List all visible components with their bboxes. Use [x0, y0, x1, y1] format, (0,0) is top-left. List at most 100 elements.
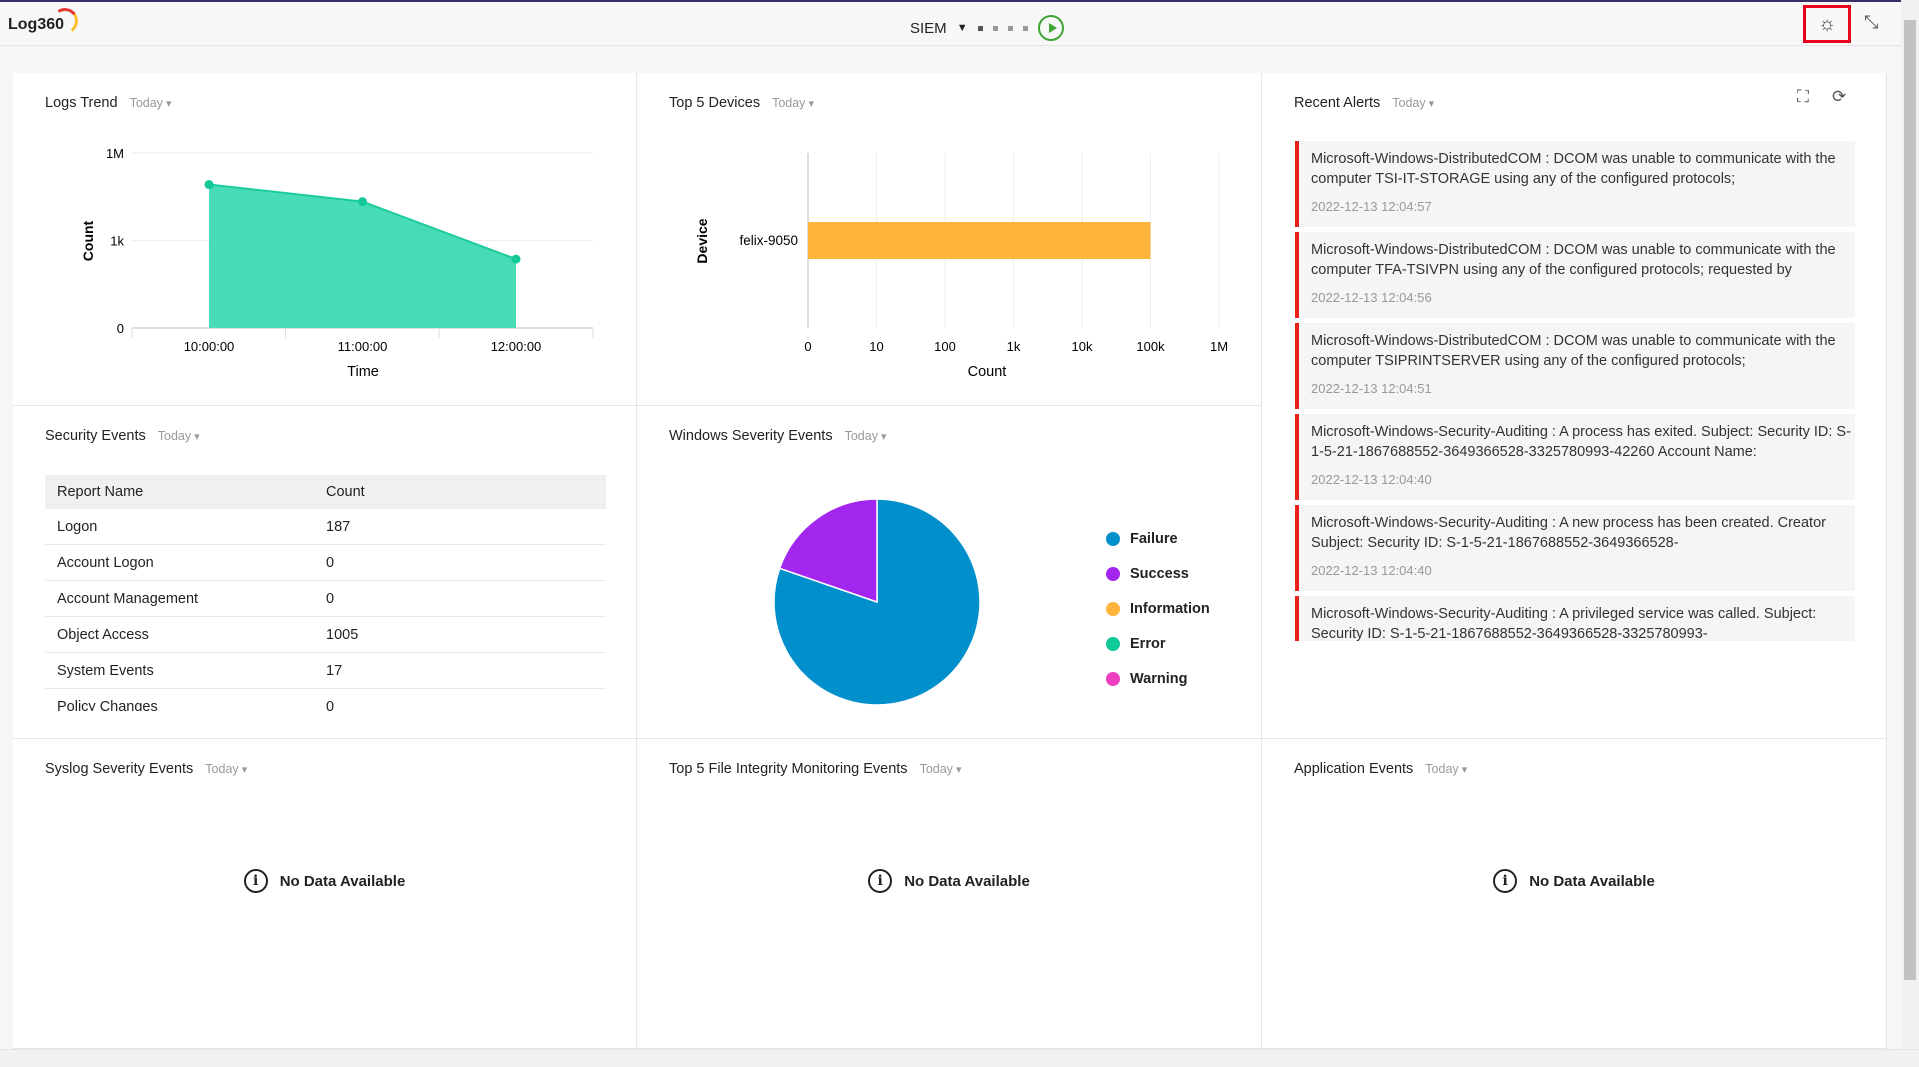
alert-card[interactable]: Microsoft-Windows-DistributedCOM : DCOM … — [1295, 232, 1855, 318]
collapse-icon[interactable]: ⤡ — [1864, 12, 1879, 32]
alert-message: Microsoft-Windows-Security-Auditing : A … — [1311, 606, 1817, 641]
widget-recent-alerts: Recent Alerts Today ⛶ ⟳ Microsoft-Windows… — [1262, 73, 1887, 641]
legend-item[interactable]: Failure — [1106, 521, 1210, 556]
theme-toggle-button[interactable]: ☼ — [1803, 5, 1851, 43]
report-count: 1005 — [326, 626, 359, 643]
table-row[interactable]: Policy Changes 0 — [45, 689, 606, 712]
y-tick-label: 1k — [110, 234, 124, 249]
widget-top-devices: Top 5 Devices Today 0 10 100 1k 10k 100k 1M feli… — [637, 73, 1262, 406]
legend-swatch — [1106, 531, 1120, 546]
widget-logs-trend: Logs Trend Today 0 1k 1M 10:00:00 11:00:00 12:… — [13, 73, 637, 406]
no-data-message: No Data Available — [904, 872, 1030, 890]
report-name: Account Logon — [57, 554, 154, 571]
alert-time: 2022-12-13 12:04:56 — [1311, 290, 1432, 305]
legend-item[interactable]: Success — [1106, 556, 1210, 591]
alert-card[interactable]: Microsoft-Windows-Security-Auditing : A … — [1295, 596, 1855, 641]
alert-time: 2022-12-13 12:04:57 — [1311, 199, 1432, 214]
play-icon[interactable] — [1037, 15, 1064, 41]
widget-title: Top 5 Devices — [669, 95, 761, 111]
module-selector[interactable]: SIEM ▼ — [910, 15, 1064, 41]
y-axis-label: Count — [80, 220, 96, 261]
table-header: Report Name Count — [45, 475, 606, 509]
legend-item[interactable]: Warning — [1106, 661, 1210, 696]
data-point — [358, 197, 367, 207]
legend-label: Information — [1130, 600, 1210, 617]
x-tick-label: 1k — [1007, 339, 1021, 354]
column-header: Count — [326, 484, 365, 500]
no-data-message: No Data Available — [279, 872, 406, 890]
top-bar: Log360 SIEM ▼ ☼ ⤡ — [0, 0, 1901, 46]
logo[interactable]: Log360 — [8, 16, 65, 33]
widget-title: Application Events — [1294, 761, 1414, 777]
legend-swatch — [1106, 671, 1120, 686]
report-name: Object Access — [57, 626, 149, 643]
y-tick-label: 1M — [106, 146, 124, 161]
table-row[interactable]: System Events 17 — [45, 653, 606, 689]
widget-title: Logs Trend — [45, 95, 118, 111]
report-name: Account Management — [57, 590, 199, 607]
dashboard-pager[interactable] — [977, 25, 1028, 31]
alert-card[interactable]: Microsoft-Windows-Security-Auditing : A … — [1295, 414, 1855, 500]
x-tick-label: 100k — [1136, 339, 1165, 354]
expand-icon[interactable]: ⛶ — [1797, 87, 1809, 106]
alert-time: 2022-12-13 12:04:51 — [1311, 381, 1432, 396]
x-tick-label: 10:00:00 — [184, 339, 235, 354]
report-count: 0 — [326, 590, 335, 607]
x-tick-label: 10 — [869, 339, 883, 354]
horizontal-scrollbar[interactable] — [0, 1049, 1919, 1067]
legend-item[interactable]: Error — [1106, 626, 1210, 661]
legend-swatch — [1106, 636, 1120, 651]
area-fill — [209, 184, 516, 328]
range-dropdown[interactable]: Today — [920, 762, 962, 776]
top-devices-chart: 0 10 100 1k 10k 100k 1M felix-9050 Count Device — [694, 153, 1228, 380]
x-tick-label: 10k — [1072, 339, 1093, 354]
report-count: 0 — [326, 554, 335, 571]
table-row[interactable]: Object Access 1005 — [45, 617, 606, 653]
pie-slice — [773, 498, 981, 706]
range-dropdown[interactable]: Today — [130, 96, 172, 110]
table-row[interactable]: Account Management 0 — [45, 581, 606, 617]
pie-legend: Failure Success Information Error Warning — [1106, 521, 1210, 696]
refresh-icon[interactable]: ⟳ — [1832, 87, 1847, 106]
alerts-list: Microsoft-Windows-DistributedCOM : DCOM … — [1295, 141, 1855, 641]
scrollbar-thumb[interactable] — [1904, 20, 1916, 980]
widget-windows-severity: Windows Severity Events Today Failure Succ… — [637, 406, 1262, 739]
alert-card[interactable]: Microsoft-Windows-DistributedCOM : DCOM … — [1295, 323, 1855, 409]
info-icon: i — [1493, 869, 1518, 893]
alert-message: Microsoft-Windows-Security-Auditing : A … — [1311, 424, 1851, 460]
range-dropdown[interactable]: Today — [1392, 96, 1434, 110]
alert-message: Microsoft-Windows-DistributedCOM : DCOM … — [1311, 151, 1836, 187]
range-dropdown[interactable]: Today — [205, 762, 247, 776]
range-dropdown[interactable]: Today — [1425, 762, 1467, 776]
bar — [808, 222, 1151, 259]
widget-title: Windows Severity Events — [669, 428, 833, 444]
legend-item[interactable]: Information — [1106, 591, 1210, 626]
table-row[interactable]: Logon 187 — [45, 509, 606, 545]
widget-title: Recent Alerts — [1294, 95, 1381, 111]
alert-time: 2022-12-13 12:04:40 — [1311, 563, 1432, 578]
info-icon: i — [243, 869, 268, 893]
legend-swatch — [1106, 601, 1120, 616]
report-name: Policy Changes — [57, 698, 158, 712]
legend-swatch — [1106, 566, 1120, 581]
severity-pie-chart — [773, 498, 981, 706]
x-tick-label: 1M — [1210, 339, 1228, 354]
module-label: SIEM — [910, 19, 947, 37]
report-name: System Events — [57, 662, 154, 679]
alert-message: Microsoft-Windows-Security-Auditing : A … — [1311, 515, 1826, 551]
alert-card[interactable]: Microsoft-Windows-Security-Auditing : A … — [1295, 505, 1855, 591]
report-count: 17 — [326, 662, 343, 679]
range-dropdown[interactable]: Today — [845, 429, 887, 443]
widget-fim-events: Top 5 File Integrity Monitoring Events To… — [637, 739, 1262, 1049]
y-tick-label: 0 — [117, 321, 124, 336]
range-dropdown[interactable]: Today — [158, 429, 200, 443]
table-row[interactable]: Account Logon 0 — [45, 545, 606, 581]
widget-title: Security Events — [45, 428, 146, 444]
alert-card[interactable]: Microsoft-Windows-DistributedCOM : DCOM … — [1295, 141, 1855, 227]
range-dropdown[interactable]: Today — [772, 96, 814, 110]
widget-security-events: Security Events Today Report Name Count L… — [13, 406, 637, 739]
vertical-scrollbar[interactable] — [1901, 0, 1919, 1049]
legend-label: Success — [1130, 565, 1189, 582]
x-tick-label: 0 — [804, 339, 811, 354]
data-point — [204, 180, 214, 190]
